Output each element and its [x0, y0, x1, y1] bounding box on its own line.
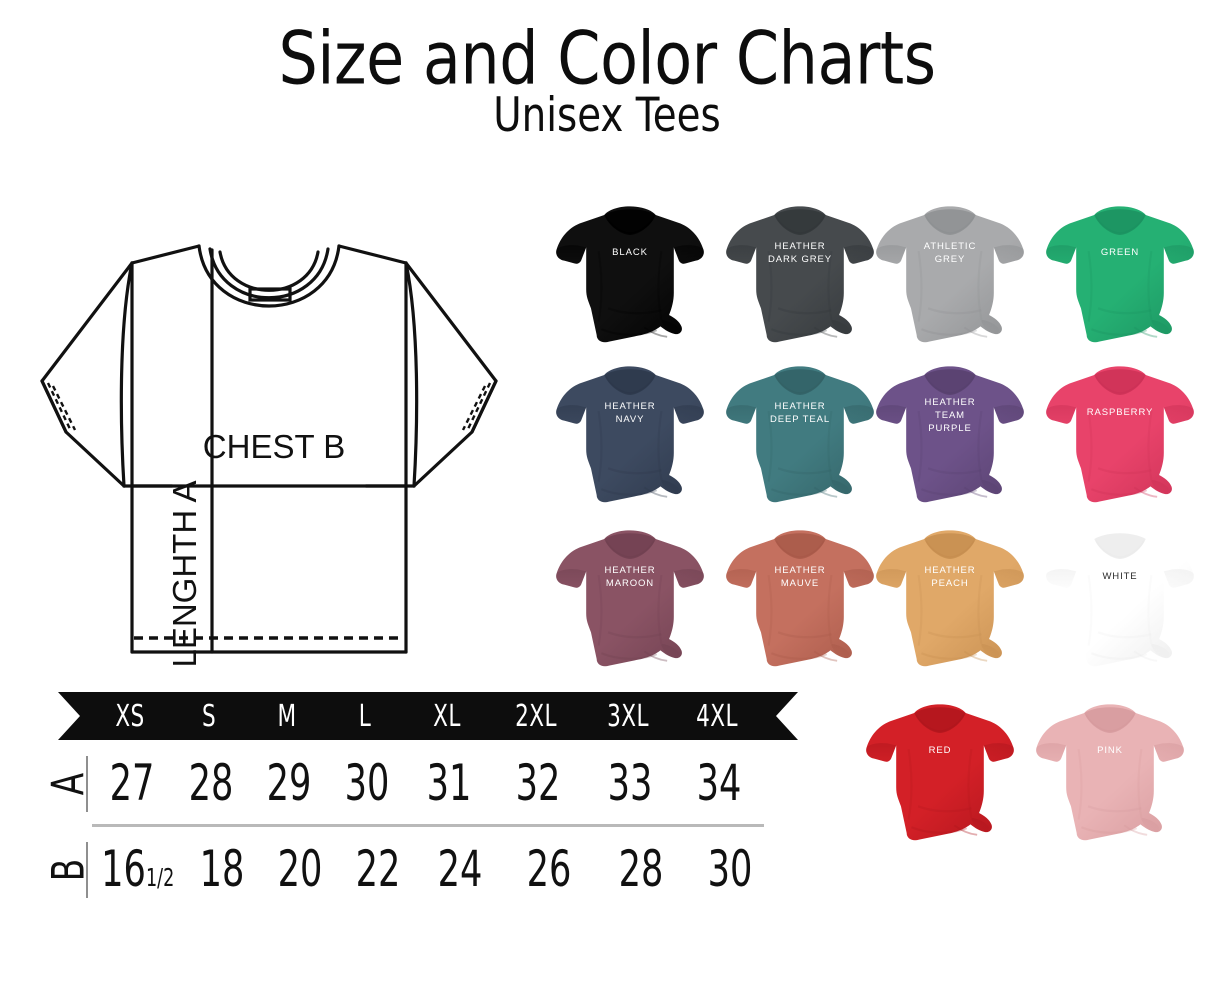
- color-row-4: RED PINK: [520, 674, 1214, 841]
- size-header-3xl: 3XL: [607, 698, 649, 734]
- tee-swatch-green[interactable]: GREEN: [1038, 194, 1202, 354]
- tee-swatch-heather-team-purple[interactable]: HEATHER TEAM PURPLE: [868, 354, 1032, 514]
- cell-b-l: 22: [356, 840, 401, 899]
- page-title: Size and Color Charts: [278, 14, 936, 102]
- cell-a-s: 28: [188, 754, 234, 813]
- chest-dimension-label: CHEST B: [203, 428, 345, 465]
- cell-a-xs: 27: [109, 754, 155, 813]
- cell-b-xs-whole: 16: [101, 840, 146, 899]
- cell-a-m: 29: [266, 754, 312, 813]
- cell-b-4xl: 30: [708, 840, 753, 899]
- row-divider-b: [86, 842, 88, 898]
- tee-swatch-heather-dark-grey[interactable]: HEATHER DARK GREY: [718, 194, 882, 354]
- size-header-xs: XS: [115, 698, 145, 734]
- tee-swatch-pink[interactable]: PINK: [1028, 692, 1192, 852]
- table-row-chest-b: B 161/2 18 20 22 24 26 28 30: [43, 834, 812, 906]
- color-row-2: HEATHER NAVY HEATHER DEEP TEAL: [520, 344, 1214, 506]
- cell-b-xs: 161/2: [101, 844, 175, 895]
- tee-swatch-athletic-grey[interactable]: ATHLETIC GREY: [868, 194, 1032, 354]
- tee-swatch-heather-peach[interactable]: HEATHER PEACH: [868, 518, 1032, 678]
- color-row-1: BLACK HEATHER DARK GREY: [520, 182, 1214, 344]
- size-header-s: S: [201, 698, 217, 734]
- tee-swatch-red[interactable]: RED: [858, 692, 1022, 852]
- color-swatch-grid: BLACK HEATHER DARK GREY: [520, 182, 1214, 912]
- cell-b-xl: 24: [438, 840, 483, 899]
- tee-swatch-heather-mauve[interactable]: HEATHER MAUVE: [718, 518, 882, 678]
- cell-a-4xl: 34: [696, 754, 742, 813]
- tee-swatch-heather-navy[interactable]: HEATHER NAVY: [548, 354, 712, 514]
- cell-b-3xl: 28: [619, 840, 664, 899]
- row-label-b: B: [43, 858, 95, 882]
- table-row-length-a: A 27 28 29 30 31 32 33 34: [43, 748, 812, 820]
- tee-swatch-white[interactable]: WHITE: [1038, 518, 1202, 678]
- cell-b-2xl: 26: [527, 840, 572, 899]
- cell-a-2xl: 32: [515, 754, 561, 813]
- cell-b-xs-fraction: 1/2: [145, 864, 175, 893]
- tee-swatch-black[interactable]: BLACK: [548, 194, 712, 354]
- cell-a-l: 30: [344, 754, 390, 813]
- row-divider-a: [86, 756, 88, 812]
- row-label-a: A: [43, 772, 95, 796]
- size-header-4xl: 4XL: [696, 698, 738, 734]
- size-table: XS S M L XL 2XL 3XL 4XL A 27 28 29 30 31…: [43, 692, 812, 912]
- color-row-3: HEATHER MAROON HEATHER MAUVE: [520, 506, 1214, 668]
- tee-swatch-heather-deep-teal[interactable]: HEATHER DEEP TEAL: [718, 354, 882, 514]
- cell-a-3xl: 33: [607, 754, 653, 813]
- cell-a-xl: 31: [426, 754, 472, 813]
- cell-b-m: 20: [278, 840, 323, 899]
- table-row-divider: [92, 824, 764, 827]
- tee-swatch-raspberry[interactable]: RASPBERRY: [1038, 354, 1202, 514]
- cell-b-s: 18: [200, 840, 245, 899]
- size-table-header-ribbon: [58, 692, 798, 740]
- size-header-xl: XL: [433, 698, 461, 734]
- length-dimension-label: LENGHTH A: [166, 480, 203, 667]
- size-header-m: M: [277, 698, 297, 734]
- shirt-measurement-diagram: CHEST B LENGHTH A: [24, 186, 514, 676]
- size-header-row: XS S M L XL 2XL 3XL 4XL: [52, 692, 792, 740]
- tee-swatch-heather-maroon[interactable]: HEATHER MAROON: [548, 518, 712, 678]
- size-header-l: L: [358, 698, 372, 734]
- neck-tag-icon: [248, 287, 292, 302]
- size-header-2xl: 2XL: [515, 698, 557, 734]
- page-subtitle: Unisex Tees: [493, 88, 721, 143]
